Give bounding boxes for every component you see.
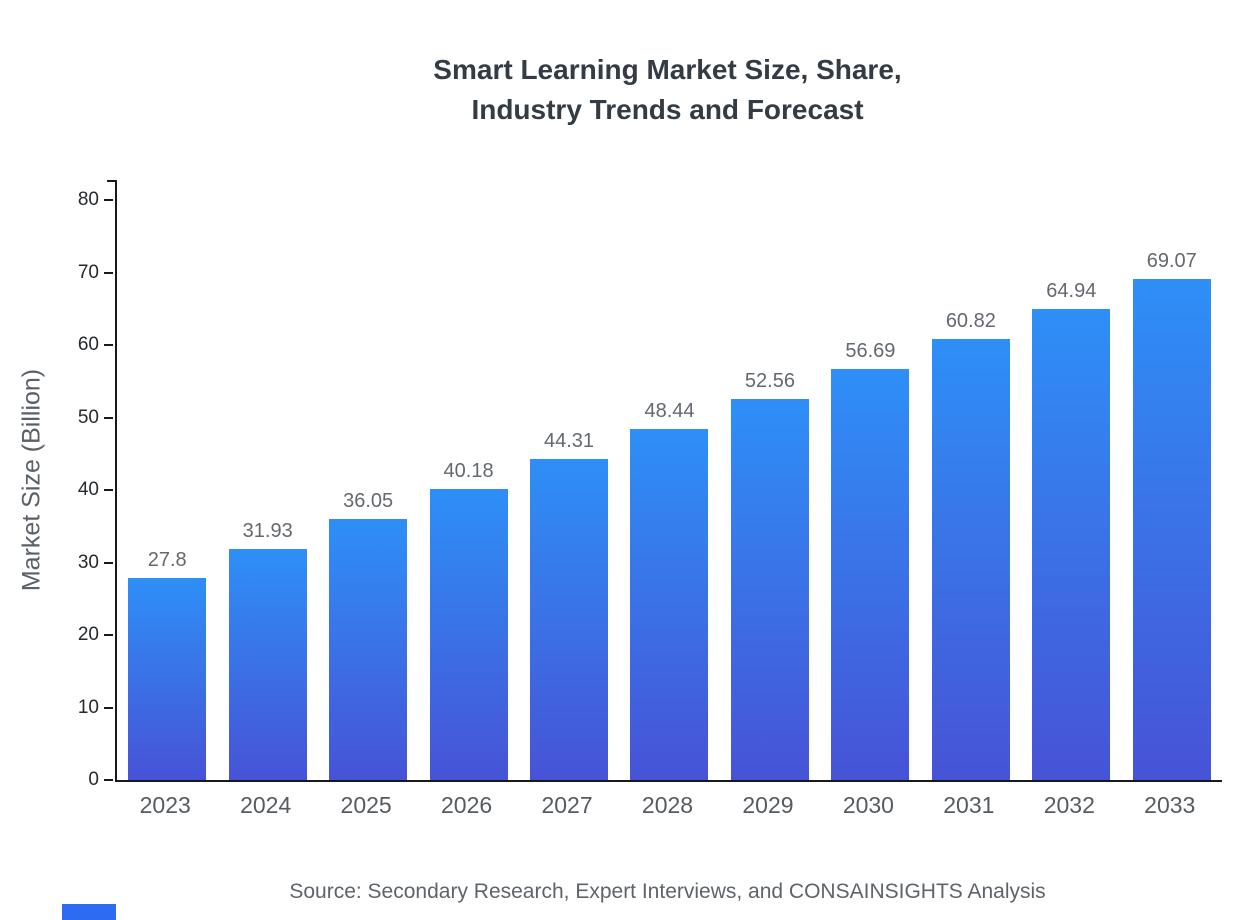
bar-group: 31.93 (217, 520, 317, 780)
bar-value-label: 27.8 (147, 549, 187, 572)
bar-group: 48.44 (619, 400, 719, 780)
bar-group: 64.94 (1021, 280, 1121, 780)
bar (530, 458, 609, 780)
y-tick-mark (104, 344, 113, 346)
y-tick-mark (104, 779, 113, 781)
x-axis-labels: 2023 2024 2025 2026 2027 2028 2029 2030 2031 2032… (115, 792, 1220, 819)
chart-title-line1: Smart Learning Market Size, Share, (433, 54, 902, 85)
chart-title: Smart Learning Market Size, Share, Indus… (75, 50, 1260, 130)
bar-value-label: 44.31 (544, 429, 595, 452)
y-tick-label: 70 (77, 261, 99, 283)
bar-group: 52.56 (720, 370, 820, 780)
bottom-left-logo-fragment (62, 904, 116, 920)
y-tick-mark (104, 489, 113, 491)
bar-group: 27.8 (117, 549, 217, 780)
bar (1032, 309, 1111, 780)
bar-value-label: 36.05 (343, 489, 394, 512)
y-axis-top-tick (107, 180, 115, 182)
x-tick-label: 2026 (441, 792, 493, 818)
x-tick-label: 2024 (240, 792, 292, 818)
plot-area: 27.8 31.93 36.05 40.18 44.31 48.44 52.56 56.69 6… (107, 180, 1222, 782)
bar-group: 69.07 (1122, 250, 1222, 780)
bar-group: 56.69 (820, 340, 920, 780)
bar-group: 36.05 (318, 490, 418, 780)
bar-value-label: 56.69 (845, 340, 896, 362)
x-tick-label: 2033 (1144, 792, 1196, 818)
bar (931, 339, 1010, 780)
y-tick-mark (104, 416, 113, 419)
y-axis-title: Market Size (Billion) (17, 368, 46, 592)
bar-value-label: 69.07 (1146, 250, 1197, 273)
bar (329, 518, 408, 780)
x-tick-label: 2031 (943, 792, 995, 818)
x-tick-label: 2027 (541, 792, 593, 818)
bar (429, 488, 508, 780)
y-tick-label: 0 (88, 769, 99, 790)
bar-group: 44.31 (519, 430, 619, 780)
bar (630, 428, 709, 780)
x-tick-label: 2023 (139, 792, 191, 818)
bar-value-label: 60.82 (945, 310, 996, 333)
x-tick-label: 2028 (641, 792, 694, 818)
y-tick-label: 30 (77, 551, 99, 573)
bar-value-label: 52.56 (744, 369, 795, 392)
bar (1132, 279, 1211, 780)
y-tick-label: 20 (77, 624, 99, 645)
bar (730, 398, 809, 780)
bars-container: 27.8 31.93 36.05 40.18 44.31 48.44 52.56 56.69 6… (117, 180, 1222, 780)
x-tick-label: 2030 (842, 792, 894, 818)
source-attribution: Source: Secondary Research, Expert Inter… (289, 880, 1046, 903)
bar-value-label: 31.93 (242, 519, 293, 542)
bar-value-label: 48.44 (644, 399, 695, 422)
bar-value-label: 64.94 (1046, 280, 1097, 303)
y-tick-mark (104, 561, 113, 564)
bar-group: 60.82 (921, 310, 1021, 780)
y-tick-mark (104, 634, 113, 636)
y-tick-label: 10 (77, 696, 99, 718)
chart-title-line2: Industry Trends and Forecast (471, 94, 864, 125)
x-tick-label: 2032 (1043, 792, 1095, 818)
y-tick-mark (104, 271, 113, 274)
bar (831, 369, 910, 780)
x-tick-label: 2025 (340, 792, 392, 818)
bar (228, 548, 307, 780)
y-tick-mark (104, 199, 113, 201)
y-tick-mark (104, 706, 113, 709)
bar-group: 40.18 (418, 460, 518, 780)
bar (128, 578, 207, 780)
x-tick-label: 2029 (742, 792, 794, 818)
y-tick-label: 60 (77, 334, 99, 355)
y-tick-label: 40 (77, 479, 99, 500)
bar-value-label: 40.18 (443, 459, 494, 482)
y-tick-label: 50 (77, 406, 99, 428)
y-tick-label: 80 (77, 189, 99, 210)
